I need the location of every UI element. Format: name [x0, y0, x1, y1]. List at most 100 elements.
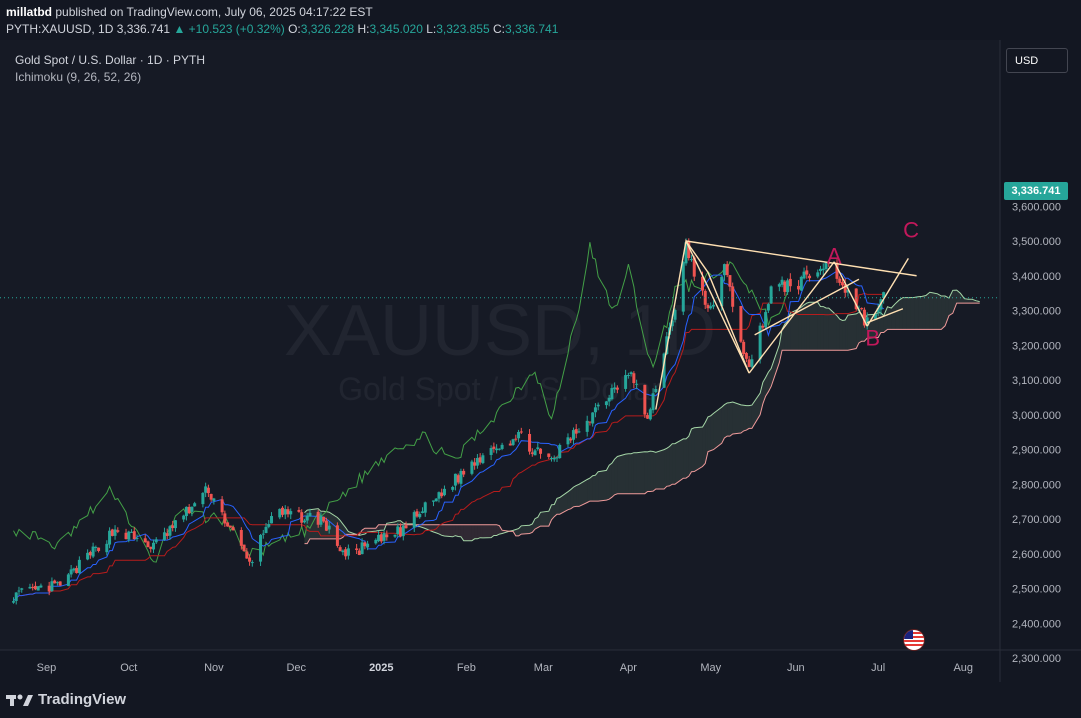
candle-body [552, 458, 556, 460]
support-trendline [866, 308, 904, 324]
kumo-cloud-segment [455, 524, 459, 537]
x-tick-label: May [700, 662, 721, 674]
kumo-cloud-segment [729, 402, 733, 437]
candle-body [799, 276, 803, 291]
candle-body [690, 259, 694, 261]
kumo-cloud-segment [540, 511, 549, 527]
candle-body [497, 448, 501, 450]
kumo-cloud-segment [765, 372, 769, 397]
candle-body [193, 503, 197, 507]
kumo-cloud-segment [625, 453, 629, 494]
candle-body [39, 585, 43, 588]
candle-body [31, 586, 35, 588]
candle-body [184, 506, 188, 517]
candle-body [374, 539, 378, 544]
chart-legend-title: Gold Spot / U.S. Dollar · 1D · PYTH [15, 53, 206, 67]
us-flag-event-icon[interactable] [903, 629, 925, 651]
candle-body [585, 420, 589, 432]
kumo-cloud-segment [727, 402, 730, 437]
y-tick-label: 3,500.000 [1012, 236, 1061, 248]
candle-body [228, 525, 232, 528]
candle-body [363, 542, 367, 547]
candle-body [489, 448, 493, 456]
candle-body [377, 534, 381, 542]
candle-body [456, 475, 460, 483]
candle-body [539, 448, 543, 454]
candle-body [212, 498, 216, 501]
candle-body [47, 585, 51, 592]
kumo-cloud-segment [611, 459, 615, 498]
candle-body [739, 306, 743, 342]
candle-body [53, 580, 57, 584]
candle-body [201, 492, 205, 505]
candle-body [632, 373, 636, 384]
candle-body [462, 470, 466, 475]
candle-body [267, 524, 271, 527]
candle-body [316, 511, 320, 525]
wave-b-line [833, 261, 868, 327]
kumo-cloud-segment [474, 524, 478, 539]
candle-body [261, 533, 265, 535]
footer-bar [0, 682, 1081, 718]
upper-trendline [685, 240, 917, 277]
candle-body [283, 509, 287, 515]
candle-body [190, 506, 194, 512]
kumo-cloud-segment [471, 524, 475, 541]
indicator-legend[interactable]: Ichimoku (9, 26, 52, 26) [15, 70, 142, 84]
candle-body [673, 310, 677, 320]
kumo-cloud-segment [617, 454, 626, 494]
candle-body [182, 515, 186, 520]
kumo-cloud-segment [592, 475, 596, 502]
candle-body [777, 284, 781, 287]
kumo-cloud-segment [614, 456, 618, 495]
close-label: C: [492, 22, 505, 36]
candle-body [508, 443, 512, 446]
kumo-cloud-segment [499, 525, 503, 535]
x-tick-label: Aug [953, 662, 973, 674]
candle-body [706, 305, 710, 309]
kumo-cloud-segment [771, 344, 780, 387]
candle-body [226, 522, 230, 527]
plot-background [0, 40, 1000, 650]
kumo-cloud-segment [823, 306, 827, 351]
kumo-cloud-segment [937, 293, 942, 330]
candle-body [242, 544, 246, 552]
kumo-cloud-segment [636, 451, 645, 494]
senkou-span-b-line [304, 302, 980, 545]
candle-body [385, 534, 389, 538]
candle-body [788, 278, 792, 287]
kumo-cloud-segment [378, 524, 382, 531]
kumo-cloud-segment [595, 471, 599, 502]
author-name[interactable]: millatbd [6, 5, 53, 19]
kumo-cloud-segment [675, 438, 684, 485]
candle-body [819, 268, 823, 272]
candle-body [344, 549, 348, 557]
candle-body [209, 493, 213, 500]
candle-body [382, 533, 386, 541]
candle-body [566, 437, 570, 445]
y-tick-label: 2,800.000 [1012, 479, 1061, 491]
kumo-cloud-segment [576, 484, 579, 507]
kumo-cloud-segment [686, 436, 689, 479]
kumo-cloud-segment [631, 452, 634, 494]
candle-body [72, 568, 76, 571]
y-tick-label: 2,900.000 [1012, 445, 1061, 457]
candle-body [305, 515, 309, 521]
candle-body [171, 525, 175, 529]
candle-body [399, 527, 403, 537]
candle-body [700, 276, 704, 291]
x-tick-label: Nov [204, 662, 224, 674]
candle-body [514, 438, 518, 440]
kumo-cloud-segment [817, 302, 821, 351]
candle-body [165, 533, 169, 536]
tradingview-logo[interactable]: TradingView [6, 691, 126, 708]
chikou-span-line [13, 242, 789, 563]
candle-body [824, 261, 828, 269]
candle-body [492, 446, 496, 449]
up-arrow-icon: ▲ [173, 22, 186, 36]
kumo-cloud-segment [655, 449, 665, 489]
candle-body [703, 290, 707, 305]
currency-button[interactable]: USD [1006, 48, 1068, 73]
wave-label-a: A [827, 244, 842, 269]
